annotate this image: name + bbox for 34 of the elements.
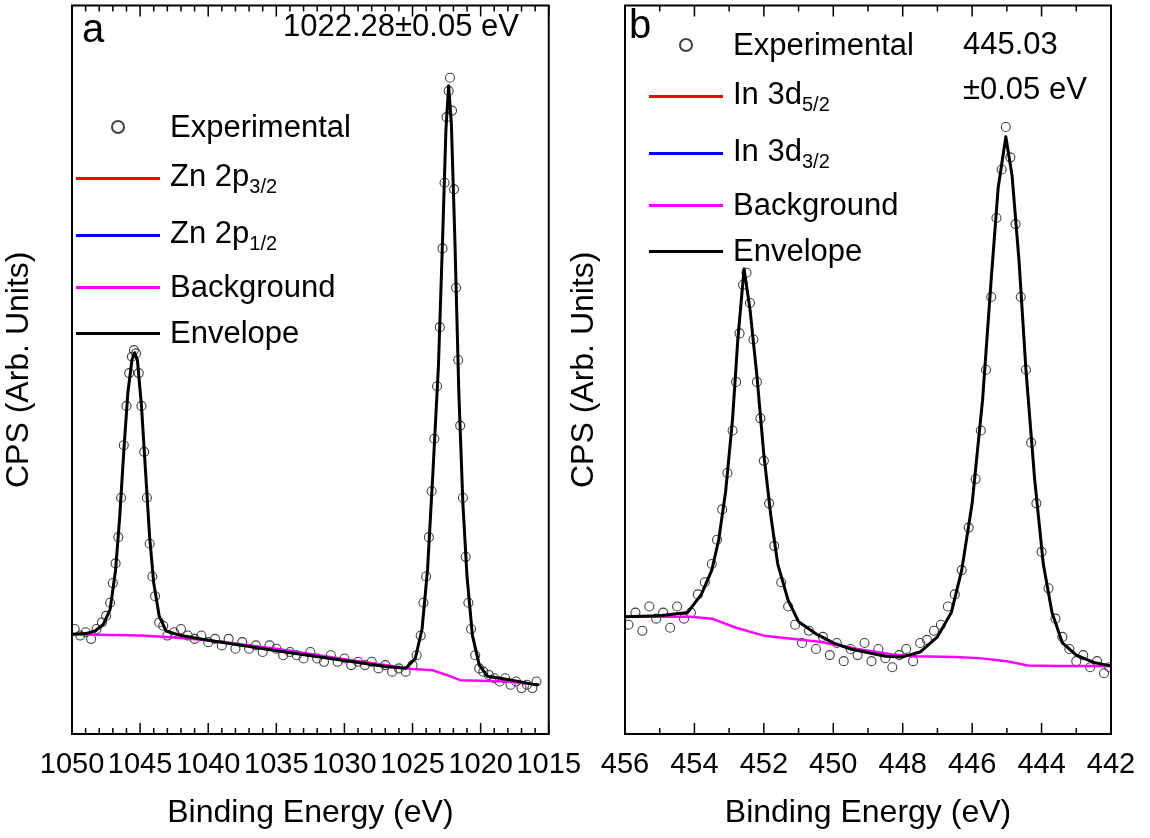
x-tick-label: 456 [600, 747, 650, 780]
x-tick-label: 1035 [244, 747, 309, 780]
chart-title: a [82, 6, 105, 50]
x-tick-label: 1020 [448, 747, 513, 780]
legend-label: Envelope [733, 233, 863, 269]
x-tick-label: 450 [809, 747, 858, 780]
x-tick-label: 1025 [380, 747, 445, 780]
legend-label: Zn 2p$_{1/2}$ [170, 215, 278, 256]
x-tick-label: 452 [739, 747, 789, 780]
x-axis-title: Binding Energy (eV) [724, 792, 1012, 829]
x-tick-label: 448 [878, 747, 927, 780]
legend-label: In 3d$_{3/2}$ [733, 133, 830, 174]
x-tick-label: 1045 [107, 747, 173, 780]
chart-title: b [629, 2, 652, 46]
x-tick-label: 1040 [175, 747, 241, 780]
legend-label: Experimental [170, 109, 351, 145]
legend-label: Envelope [170, 315, 300, 351]
x-tick-label: 446 [947, 747, 997, 780]
legend-label: Background [733, 187, 899, 223]
legend-label: Experimental [733, 27, 914, 63]
y-axis-title: CPS (Arb. Units) [564, 251, 601, 489]
text: 445.03 ±0.05 eV [963, 25, 1087, 108]
legend-label: Background [170, 269, 336, 305]
x-tick-label: 1015 [516, 747, 581, 780]
legend-label: Zn 2p$_{3/2}$ [170, 158, 278, 199]
x-tick-label: 442 [1086, 747, 1136, 780]
y-axis-title: CPS (Arb. Units) [0, 251, 36, 489]
x-axis-title: Binding Energy (eV) [167, 792, 454, 829]
x-tick-label: 1030 [312, 747, 377, 780]
legend-label: In 3d$_{5/2}$ [733, 76, 830, 117]
text: 1022.28±0.05 eV [283, 7, 519, 45]
x-tick-label: 454 [670, 747, 719, 780]
x-tick-label: 444 [1017, 747, 1066, 780]
x-tick-label: 1050 [39, 747, 105, 780]
